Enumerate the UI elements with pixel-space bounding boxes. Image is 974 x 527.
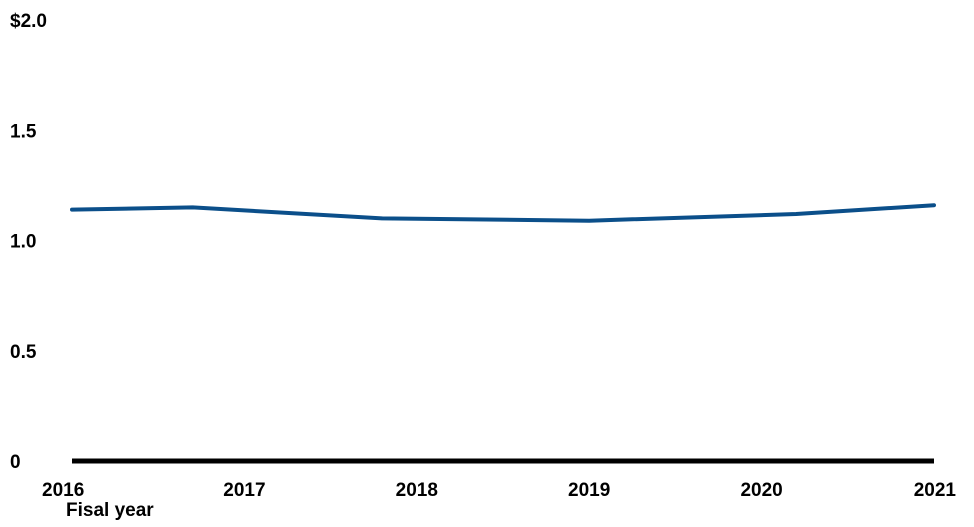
x-tick-labels: 2016 2017 2018 2019 2020 2021 [42, 480, 956, 501]
x-tick-label: 2018 [396, 480, 438, 501]
data-point [380, 216, 384, 220]
data-point [932, 203, 936, 207]
y-tick-labels: 0 0.5 1.0 1.5 $2.0 [10, 11, 47, 473]
x-tick-label: 2019 [568, 480, 610, 501]
y-tick-label: 1.5 [10, 121, 37, 142]
x-tick-label: 2017 [223, 480, 265, 501]
y-tick-label: 0 [10, 452, 21, 473]
series-line [70, 203, 936, 223]
x-tick-label: 2021 [914, 480, 957, 501]
data-point [587, 219, 591, 223]
x-tick-label: 2016 [42, 480, 84, 501]
data-point [794, 212, 798, 216]
data-point [191, 205, 195, 209]
series-layer [70, 203, 936, 223]
x-tick-label: 2020 [740, 480, 782, 501]
x-axis-title: Fisal year [66, 500, 154, 521]
y-tick-label: 1.0 [10, 232, 36, 253]
y-tick-label: $2.0 [10, 11, 47, 32]
data-point [70, 208, 74, 212]
y-tick-label: 0.5 [10, 342, 37, 363]
